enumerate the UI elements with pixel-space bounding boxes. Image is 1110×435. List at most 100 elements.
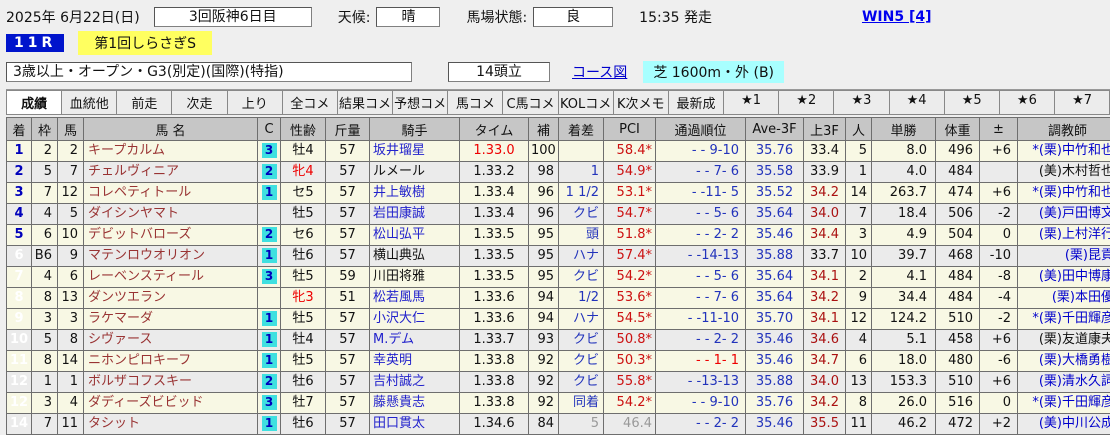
cell-pos: 8 <box>7 288 32 309</box>
tab-前走[interactable]: 前走 <box>117 90 172 115</box>
cell-pop: 10 <box>846 246 872 267</box>
tab-★6[interactable]: ★6 <box>1000 90 1055 115</box>
win5-link[interactable]: WIN5 [4] <box>862 9 932 25</box>
cell-hw: 480 <box>936 351 980 372</box>
cell-odds: 5.1 <box>872 330 936 351</box>
cell-c: 3 <box>258 267 281 288</box>
cell-margin: ハナ <box>559 309 604 330</box>
tab-馬コメ[interactable]: 馬コメ <box>448 90 503 115</box>
cell-hw: 458 <box>936 330 980 351</box>
tab-KOLコメ[interactable]: KOLコメ <box>559 90 614 115</box>
cell-trainer: (栗)友道康夫 <box>1018 330 1110 351</box>
tab-★4[interactable]: ★4 <box>890 90 945 115</box>
column-header: 通過順位 <box>656 118 746 141</box>
cell-weight: 57 <box>326 183 370 204</box>
cell-sexAge: 牡6 <box>281 246 326 267</box>
tab-★3[interactable]: ★3 <box>834 90 889 115</box>
cell-pos: 14 <box>7 414 32 435</box>
start-time: 15:35 発走 <box>639 7 712 27</box>
cell-odds: 26.0 <box>872 393 936 414</box>
cell-pop: 6 <box>846 351 872 372</box>
cell-pos: 1 <box>7 141 32 162</box>
tab-成績[interactable]: 成績 <box>6 90 62 115</box>
tab-予想コメ[interactable]: 予想コメ <box>393 90 448 115</box>
tab-血統他[interactable]: 血統他 <box>62 90 117 115</box>
cell-hwDiff: -8 <box>980 267 1018 288</box>
race-number-badge: 11R <box>6 34 64 52</box>
cell-margin: 5 <box>559 414 604 435</box>
cell-time: 1.33.8 <box>460 372 529 393</box>
course-map-link[interactable]: コース図 <box>572 62 627 82</box>
tab-C馬コメ[interactable]: C馬コメ <box>503 90 558 115</box>
cell-trainer: *(栗)中竹和也 <box>1018 183 1110 204</box>
column-header: 騎手 <box>370 118 460 141</box>
cell-time: 1.34.6 <box>460 414 529 435</box>
cell-margin: 1/2 <box>559 288 604 309</box>
tab-次走[interactable]: 次走 <box>172 90 227 115</box>
course-mark-badge: 1 <box>262 248 277 263</box>
cell-name: シヴァース <box>84 330 258 351</box>
cell-sexAge: 牡5 <box>281 204 326 225</box>
cell-sexAge: 牡7 <box>281 393 326 414</box>
cell-trainer: (栗)清水久詞 <box>1018 372 1110 393</box>
race-conditions: 3歳以上・オープン・G3(別定)(国際)(特指) <box>6 62 412 82</box>
cell-weight: 57 <box>326 393 370 414</box>
tab-★5[interactable]: ★5 <box>945 90 1000 115</box>
cell-pci: 57.4* <box>604 246 656 267</box>
cell-hwDiff: +2 <box>980 414 1018 435</box>
tab-結果コメ[interactable]: 結果コメ <box>338 90 393 115</box>
cell-last3f: 33.7 <box>804 246 846 267</box>
tab-最新成[interactable]: 最新成 <box>669 90 724 115</box>
tab-★1[interactable]: ★1 <box>724 90 779 115</box>
cell-weight: 57 <box>326 330 370 351</box>
cell-name: チェルヴィニア <box>84 162 258 183</box>
cell-jockey: 松山弘平 <box>370 225 460 246</box>
column-header: 枠 <box>32 118 58 141</box>
cell-name: デビットバローズ <box>84 225 258 246</box>
tab-★7[interactable]: ★7 <box>1055 90 1110 115</box>
course-mark-badge: 3 <box>262 395 277 410</box>
cell-hw: 484 <box>936 162 980 183</box>
cell-ave3f: 35.88 <box>746 246 804 267</box>
cell-weight: 57 <box>326 162 370 183</box>
cell-pass: - -11- 5 <box>656 183 746 204</box>
tab-K次メモ[interactable]: K次メモ <box>614 90 669 115</box>
cell-idx: 96 <box>529 183 559 204</box>
cell-jockey: 小沢大仁 <box>370 309 460 330</box>
cell-c: 2 <box>258 225 281 246</box>
cell-trainer: (栗)昆貢 <box>1018 246 1110 267</box>
cell-pci: 53.6* <box>604 288 656 309</box>
cell-name: ダイシンヤマト <box>84 204 258 225</box>
cell-pass: - - 7- 6 <box>656 288 746 309</box>
cell-name: タシット <box>84 414 258 435</box>
cell-trainer: (栗)大橋勇樹 <box>1018 351 1110 372</box>
cell-jockey: 横山典弘 <box>370 246 460 267</box>
cell-jockey: 坂井瑠星 <box>370 141 460 162</box>
cell-margin: 頭 <box>559 225 604 246</box>
cell-trainer: *(栗)千田輝彦 <box>1018 393 1110 414</box>
cell-trainer: *(栗)中竹和也 <box>1018 141 1110 162</box>
cell-trainer: (美)木村哲也 <box>1018 162 1110 183</box>
cell-waku: 7 <box>32 414 58 435</box>
tab-上り[interactable]: 上り <box>228 90 283 115</box>
tab-★2[interactable]: ★2 <box>779 90 834 115</box>
cell-margin: 1 <box>559 162 604 183</box>
tab-全コメ[interactable]: 全コメ <box>283 90 338 115</box>
cell-pass: - - 7- 6 <box>656 162 746 183</box>
cell-name: ボルザコフスキー <box>84 372 258 393</box>
